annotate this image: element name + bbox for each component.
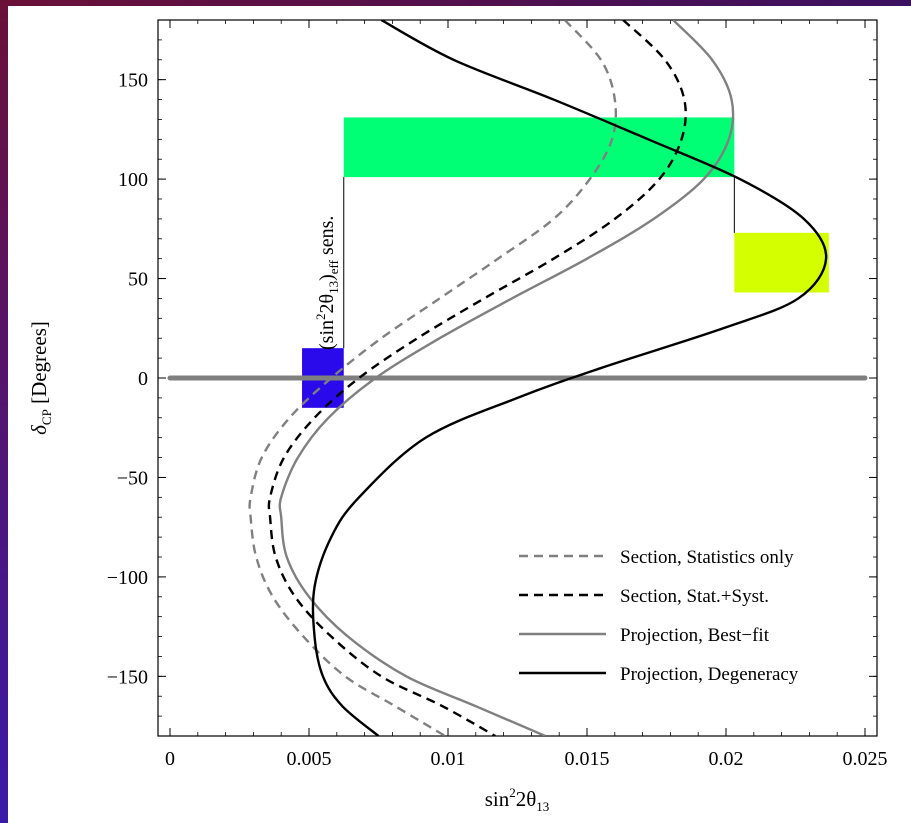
- legend-entry-stat-syst-label: Section, Stat.+Syst.: [620, 586, 769, 607]
- tick-labels: 0 0.005 0.01 0.015 0.02 0.025 −150 −100 −50 0 50 10…: [107, 70, 888, 770]
- curve-projection-degeneracy: [311, 20, 828, 736]
- green-box: [343, 117, 735, 178]
- curve-projection-best-fit: [278, 20, 735, 736]
- yellow-box: [734, 232, 829, 293]
- y-axis-label: δCP [Degrees]: [27, 321, 54, 435]
- legend-entry-degeneracy-label: Projection, Degeneracy: [620, 664, 799, 685]
- y-tick-label: 50: [128, 269, 148, 291]
- left-border: [0, 0, 8, 823]
- x-tick-label: 0.005: [287, 748, 332, 770]
- x-tick-label: 0.02: [709, 748, 744, 770]
- x-tick-label: 0.015: [565, 748, 610, 770]
- legend-entry-best-fit-label: Projection, Best−fit: [620, 625, 770, 646]
- connector-lines: [343, 177, 735, 349]
- axis-ticks: [158, 19, 877, 737]
- x-axis-label: sin22θ13: [485, 785, 550, 814]
- curve-section-stat-syst: [267, 20, 687, 736]
- legend: Section, Statistics only Section, Stat.+S…: [519, 547, 799, 685]
- x-tick-label: 0.01: [431, 748, 466, 770]
- y-tick-label: 0: [138, 368, 148, 390]
- curves: [248, 20, 828, 736]
- y-tick-label: 100: [118, 169, 148, 191]
- legend-entry-statistics-only-label: Section, Statistics only: [620, 547, 794, 568]
- y-tick-label: −100: [107, 567, 148, 589]
- sensitivity-annotation: (sin22θ13)eff sens.: [313, 216, 341, 350]
- y-tick-label: −50: [117, 467, 148, 489]
- curve-section-statistics-only: [248, 20, 618, 736]
- region-boxes: [302, 117, 829, 408]
- top-border: [0, 0, 911, 6]
- y-tick-label: −150: [107, 666, 148, 688]
- x-tick-label: 0.025: [843, 748, 888, 770]
- x-tick-label: 0: [165, 748, 175, 770]
- y-tick-label: 150: [118, 70, 148, 92]
